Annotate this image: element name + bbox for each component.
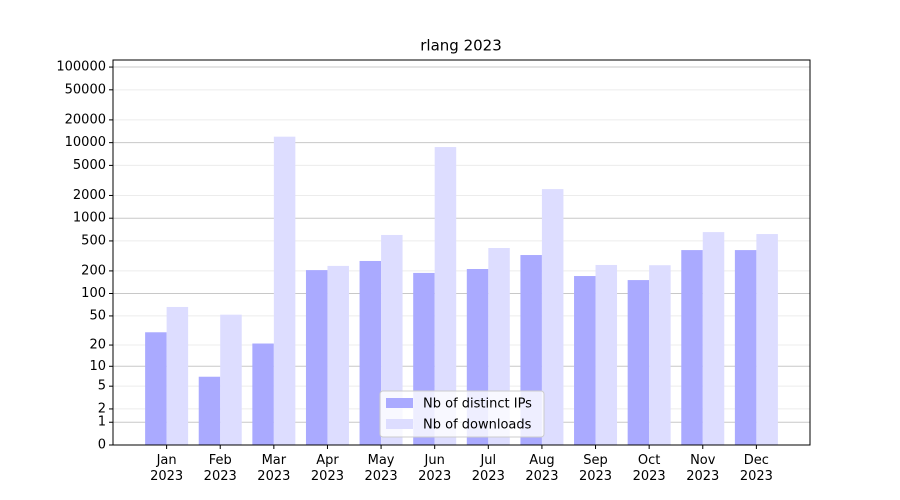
- x-tick-label: May 2023: [364, 453, 398, 484]
- bar: [145, 332, 167, 445]
- x-tick-label: Feb 2023: [203, 453, 237, 484]
- bar: [434, 147, 457, 445]
- y-tick-label: 100000: [56, 60, 106, 75]
- y-tick-label: 20: [89, 338, 106, 353]
- x-tick-label: Aug 2023: [525, 453, 559, 484]
- bar: [681, 250, 703, 445]
- bar: [734, 250, 757, 445]
- x-tick-label: Oct 2023: [632, 453, 666, 484]
- y-tick-label: 1000: [73, 211, 106, 226]
- x-tick-label: Jan 2023: [150, 453, 184, 484]
- y-tick-label: 50: [89, 308, 106, 323]
- chart-title: rlang 2023: [420, 37, 502, 55]
- x-tick-label: Apr 2023: [310, 453, 344, 484]
- y-tick-label: 2: [98, 401, 106, 416]
- y-tick-label: 50000: [65, 82, 106, 97]
- plot-frame: [112, 59, 811, 446]
- legend-swatch: [386, 419, 413, 429]
- bar: [359, 260, 382, 445]
- bar: [627, 280, 650, 445]
- bar: [574, 276, 596, 445]
- y-tick-label: 20000: [65, 112, 106, 127]
- legend-swatch: [386, 398, 413, 408]
- legend-box: [379, 390, 545, 438]
- y-tick-label: 200: [81, 263, 106, 278]
- y-tick-label: 10000: [65, 135, 106, 150]
- y-tick-label: 100: [81, 286, 106, 301]
- y-tick-label: 5: [98, 379, 106, 394]
- bar: [595, 264, 618, 445]
- bar: [273, 136, 296, 446]
- bar: [198, 376, 221, 445]
- bar: [327, 265, 349, 445]
- y-tick-label: 2000: [73, 188, 106, 203]
- bar: [702, 232, 725, 445]
- legend-label: Nb of downloads: [423, 418, 532, 433]
- x-tick-label: Jun 2023: [418, 453, 452, 484]
- bar: [649, 265, 671, 445]
- y-tick-label: 10: [89, 359, 106, 374]
- bar: [220, 314, 242, 445]
- bar: [305, 270, 328, 445]
- bar: [252, 343, 274, 445]
- bar: [166, 306, 189, 445]
- legend-label: Nb of distinct IPs: [423, 397, 532, 412]
- x-tick-label: Nov 2023: [686, 453, 720, 484]
- y-tick-label: 5000: [73, 158, 106, 173]
- x-tick-label: Jul 2023: [471, 453, 505, 484]
- x-tick-label: Dec 2023: [739, 453, 773, 484]
- y-tick-label: 0: [98, 438, 106, 453]
- bar: [756, 234, 778, 445]
- bar: [541, 189, 564, 445]
- y-tick-label: 500: [81, 233, 106, 248]
- x-tick-label: Sep 2023: [578, 453, 613, 484]
- y-tick-label: 1: [98, 415, 106, 430]
- x-tick-label: Mar 2023: [257, 453, 291, 484]
- legend: Nb of distinct IPs Nb of downloads: [379, 390, 545, 438]
